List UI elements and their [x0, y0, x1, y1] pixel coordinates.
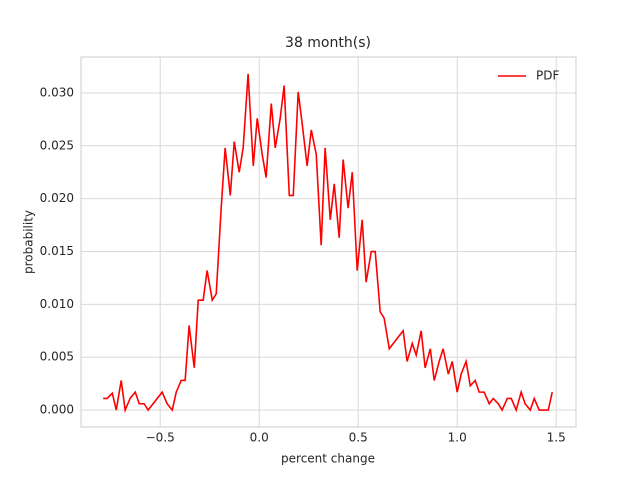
x-axis-label: percent change — [281, 452, 375, 466]
y-tick-label: 0.005 — [40, 350, 74, 364]
y-axis-label: probability — [22, 210, 36, 274]
chart-title: 38 month(s) — [285, 35, 371, 51]
y-tick-label: 0.015 — [40, 244, 74, 258]
legend-label: PDF — [536, 69, 559, 83]
y-tick-label: 0.000 — [40, 403, 74, 417]
x-tick-label: 0.5 — [349, 431, 368, 445]
x-tick-label: 0.0 — [250, 431, 269, 445]
y-tick-label: 0.020 — [40, 191, 74, 205]
y-tick-label: 0.025 — [40, 138, 74, 152]
plot-frame — [80, 56, 577, 428]
x-tick-label: −0.5 — [146, 431, 175, 445]
y-tick-label: 0.030 — [40, 85, 74, 99]
data-line — [103, 73, 554, 414]
y-tick-label: 0.010 — [40, 297, 74, 311]
x-tick-label: 1.0 — [448, 431, 467, 445]
x-tick-label: 1.5 — [547, 431, 566, 445]
